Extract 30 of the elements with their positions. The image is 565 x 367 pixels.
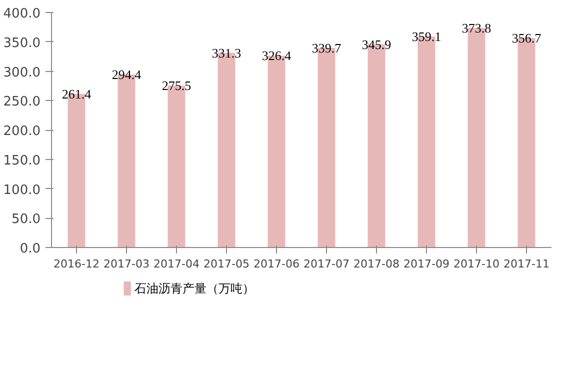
data-label: 326.4: [262, 48, 292, 64]
data-label: 294.4: [112, 67, 142, 82]
x-tick-label: 2016-12: [54, 258, 100, 270]
y-tick-label: 150.0: [3, 153, 40, 168]
x-tick-label: 2017-05: [204, 258, 250, 270]
y-tick-label: 0.0: [20, 242, 41, 256]
data-label: 373.8: [462, 20, 492, 36]
y-tick-label: 300.0: [3, 65, 40, 80]
y-tick-label: 400.0: [3, 6, 40, 22]
x-tick-label: 2017-07: [304, 258, 350, 270]
x-tick-label: 2017-08: [354, 258, 400, 270]
y-tick-label: 100.0: [3, 182, 40, 198]
data-label: 345.9: [362, 36, 392, 52]
data-label: 339.7: [312, 40, 342, 56]
x-tick-label: 2017-11: [504, 258, 550, 270]
data-label: 356.7: [512, 30, 542, 46]
data-label: 275.5: [162, 78, 192, 94]
y-tick-label: 200.0: [3, 124, 40, 139]
x-tick-label: 2017-03: [104, 258, 150, 270]
data-label: 261.4: [62, 86, 92, 102]
data-label: 331.3: [212, 45, 242, 60]
legend-label: 石油沥青产量（万吨）: [134, 282, 254, 296]
x-tick-label: 2017-06: [254, 258, 300, 270]
x-tick-label: 2017-10: [454, 258, 500, 270]
data-label: 359.1: [412, 29, 442, 44]
y-tick-label: 250.0: [3, 94, 40, 110]
x-tick-label: 2017-09: [404, 258, 450, 270]
x-tick-label: 2017-04: [154, 258, 200, 270]
y-tick-label: 350.0: [3, 36, 40, 51]
y-tick-label: 50.0: [12, 212, 41, 228]
